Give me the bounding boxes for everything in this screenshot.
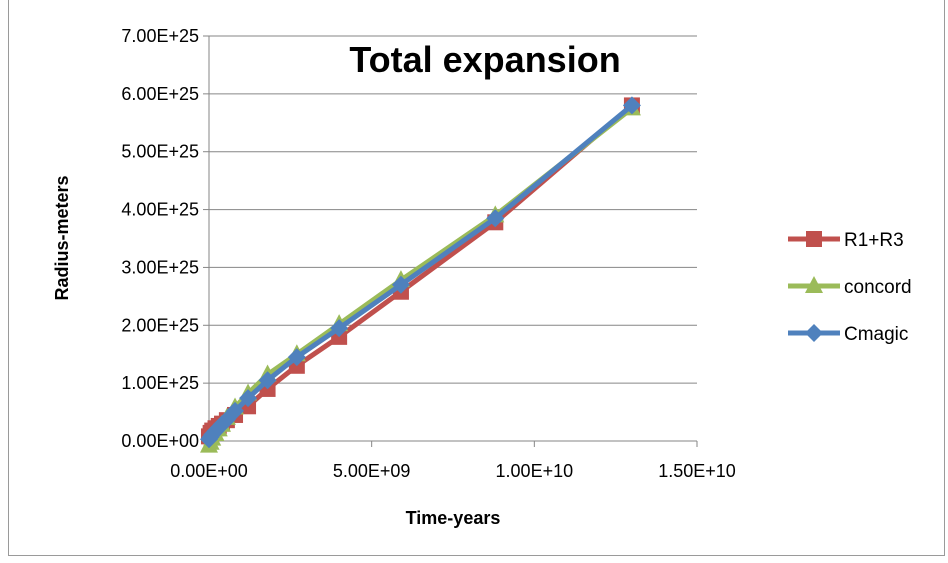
legend: R1+R3 concord Cmagic [788, 230, 912, 345]
y-tick-label: 0.00E+00 [121, 431, 199, 451]
data-point-cmagic [330, 319, 349, 338]
chart-area [8, 0, 945, 556]
legend-label-cmagic: Cmagic [844, 324, 908, 345]
x-tick-label: 5.00E+09 [333, 461, 411, 481]
y-tick-label: 5.00E+25 [121, 142, 199, 162]
y-tick-label: 7.00E+25 [121, 26, 199, 46]
gridlines [209, 35, 697, 384]
y-axis-tick-labels: 0.00E+00 1.00E+25 2.00E+25 3.00E+25 4.00E+25… [121, 26, 199, 451]
chart-title: Total expansion [349, 39, 620, 80]
data-point-cmagic [239, 389, 258, 408]
x-axis-tick-labels: 0.00E+00 5.00E+09 1.00E+10 1.50E+10 [170, 461, 736, 481]
legend-marker-cmagic [805, 324, 823, 342]
legend-marker-concord [805, 276, 823, 293]
legend-item-cmagic: Cmagic [788, 324, 908, 345]
legend-marker-r1-r3 [806, 231, 822, 247]
legend-label-concord: concord [844, 277, 912, 298]
x-tick-label: 0.00E+00 [170, 461, 248, 481]
x-tick-label: 1.50E+10 [658, 461, 736, 481]
data-point-cmagic [287, 348, 306, 367]
legend-item-r1-r3: R1+R3 [788, 230, 904, 251]
series-group [200, 96, 641, 453]
axes [203, 35, 698, 447]
y-tick-label: 3.00E+25 [121, 257, 199, 277]
y-tick-label: 6.00E+25 [121, 84, 199, 104]
y-axis-title: Radius-meters [52, 175, 72, 300]
data-point-cmagic [391, 275, 410, 294]
data-point-cmagic [258, 371, 277, 390]
data-point-cmagic [622, 96, 641, 115]
legend-label-r1-r3: R1+R3 [844, 230, 904, 251]
y-tick-label: 1.00E+25 [121, 373, 199, 393]
series-cmagic [200, 96, 641, 449]
y-tick-label: 4.00E+25 [121, 200, 199, 220]
x-tick-label: 1.00E+10 [496, 461, 574, 481]
data-point-cmagic [226, 401, 245, 420]
x-axis-title: Time-years [406, 508, 501, 528]
y-tick-label: 2.00E+25 [121, 315, 199, 335]
legend-item-concord: concord [788, 276, 912, 298]
data-point-cmagic [486, 209, 505, 228]
